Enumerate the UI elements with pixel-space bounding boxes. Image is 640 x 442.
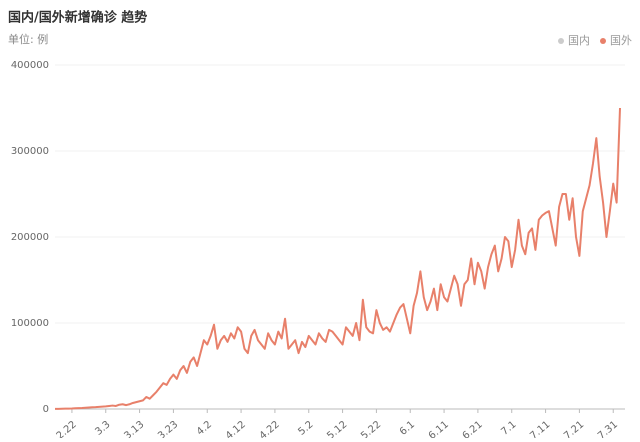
x-tick-label: 4.22 [258, 419, 282, 438]
x-tick-label: 5.12 [325, 419, 349, 438]
legend-label[interactable]: 国外 [610, 34, 632, 47]
x-tick-label: 3.13 [122, 419, 146, 438]
legend-label[interactable]: 国内 [568, 33, 590, 47]
x-tick-label: 7.21 [562, 419, 586, 438]
x-tick-label: 7.31 [596, 419, 620, 438]
y-tick-label: 200000 [11, 232, 49, 243]
x-tick-label: 4.2 [195, 419, 214, 438]
x-tick-label: 5.2 [296, 419, 315, 438]
chart-subtitle: 单位: 例 [8, 32, 48, 46]
x-tick-label: 3.23 [156, 419, 180, 438]
y-tick-label: 300000 [11, 146, 49, 157]
x-tick-label: 2.22 [55, 419, 79, 438]
x-tick-label: 6.1 [398, 419, 417, 438]
chart-title: 国内/国外新增确诊 趋势 [8, 10, 147, 26]
legend-marker[interactable] [558, 38, 564, 44]
x-tick-label: 3.3 [93, 419, 112, 438]
x-tick-label: 6.21 [461, 419, 485, 438]
y-tick-label: 0 [43, 404, 49, 415]
x-tick-label: 5.22 [359, 419, 383, 438]
y-tick-label: 400000 [11, 60, 49, 71]
x-tick-label: 7.11 [528, 419, 552, 438]
x-tick-label: 4.12 [224, 419, 248, 438]
y-tick-label: 100000 [11, 318, 49, 329]
x-tick-label: 7.1 [499, 419, 518, 438]
x-tick-label: 6.11 [427, 419, 451, 438]
line [54, 107, 621, 410]
legend-marker[interactable] [600, 38, 606, 44]
